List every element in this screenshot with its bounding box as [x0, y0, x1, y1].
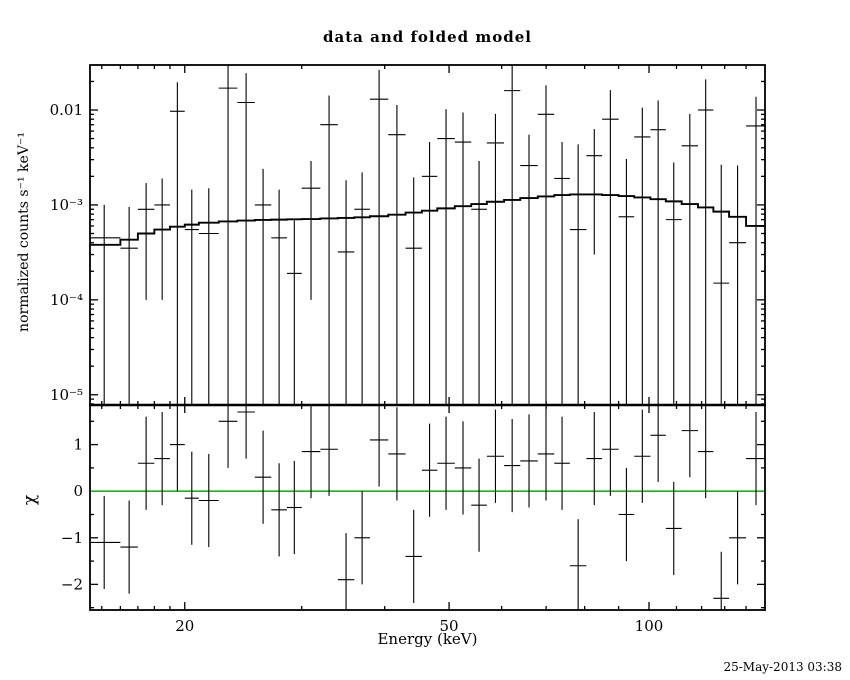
svg-text:10⁻⁵: 10⁻⁵: [50, 386, 83, 404]
svg-text:−2: −2: [61, 575, 83, 593]
y-axis-label-chi: χ: [20, 494, 40, 506]
x-axis-label: Energy (keV): [377, 630, 478, 648]
y-axis-label-counts: normalized counts s⁻¹ keV⁻¹: [16, 132, 32, 332]
tick-labels: 20 50 100 0.01 10⁻³ 10⁻⁴ 10⁻⁵ −2 −1 0 1: [50, 101, 664, 635]
svg-text:50: 50: [440, 617, 459, 635]
timestamp: 25-May-2013 03:38: [723, 660, 842, 674]
axis-frame: [89, 64, 766, 611]
svg-text:−1: −1: [61, 529, 83, 547]
model-line: [90, 193, 765, 246]
svg-text:10⁻⁴: 10⁻⁴: [50, 291, 83, 309]
data-series: [90, 65, 765, 405]
svg-text:100: 100: [635, 617, 664, 635]
svg-text:0: 0: [73, 482, 83, 500]
svg-text:20: 20: [175, 617, 194, 635]
svg-text:10⁻³: 10⁻³: [50, 196, 83, 214]
plot-title: data and folded model: [323, 28, 532, 46]
svg-text:0.01: 0.01: [50, 101, 83, 119]
svg-text:1: 1: [73, 436, 83, 454]
chi-series: [90, 405, 765, 610]
